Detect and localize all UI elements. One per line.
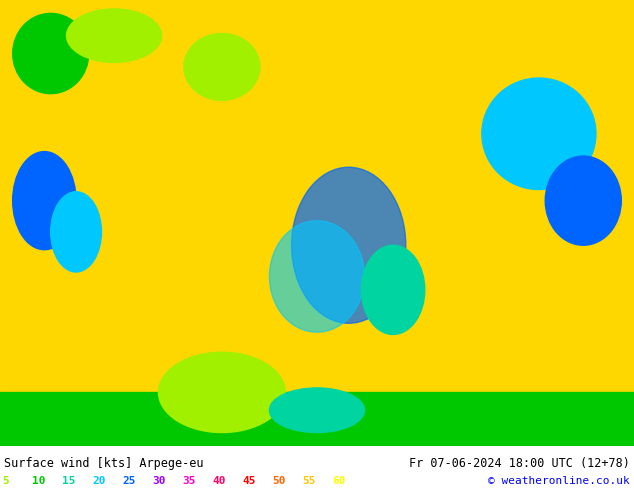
- Bar: [0, 392, 634, 446]
- Text: 50: 50: [272, 476, 285, 486]
- Ellipse shape: [269, 388, 365, 433]
- Ellipse shape: [67, 9, 162, 62]
- Ellipse shape: [292, 167, 406, 323]
- Ellipse shape: [158, 352, 285, 433]
- Ellipse shape: [13, 151, 76, 250]
- Text: Surface wind [kts] Arpege-eu: Surface wind [kts] Arpege-eu: [4, 457, 204, 470]
- Text: 60: 60: [332, 476, 346, 486]
- Ellipse shape: [361, 245, 425, 335]
- Text: 5: 5: [2, 476, 9, 486]
- Text: 55: 55: [302, 476, 316, 486]
- Text: 10: 10: [32, 476, 46, 486]
- Text: © weatheronline.co.uk: © weatheronline.co.uk: [488, 476, 630, 486]
- Text: 20: 20: [92, 476, 105, 486]
- Ellipse shape: [482, 78, 596, 190]
- Text: Fr 07-06-2024 18:00 UTC (12+78): Fr 07-06-2024 18:00 UTC (12+78): [409, 457, 630, 470]
- Ellipse shape: [51, 192, 101, 272]
- Text: 40: 40: [212, 476, 226, 486]
- Ellipse shape: [269, 220, 365, 332]
- Text: 35: 35: [182, 476, 195, 486]
- Text: 45: 45: [242, 476, 256, 486]
- Ellipse shape: [184, 33, 260, 100]
- Text: 15: 15: [62, 476, 75, 486]
- Text: 30: 30: [152, 476, 165, 486]
- Ellipse shape: [545, 156, 621, 245]
- Text: 25: 25: [122, 476, 136, 486]
- Ellipse shape: [13, 13, 89, 94]
